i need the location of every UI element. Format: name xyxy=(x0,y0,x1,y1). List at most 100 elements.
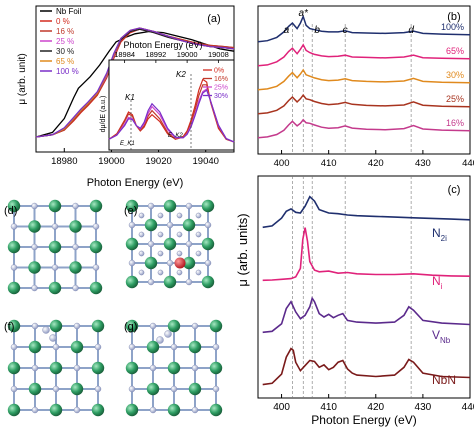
n-atom xyxy=(31,284,38,292)
panel-c-xticks: 400 410 420 430 440 xyxy=(273,394,474,413)
nb-atom xyxy=(125,403,139,417)
n-atom xyxy=(149,322,157,330)
nb-atom xyxy=(49,403,63,417)
c-xtick-label-3: 430 xyxy=(415,402,432,413)
n-atom-inner xyxy=(157,231,164,238)
n-atom xyxy=(170,343,178,351)
interstitial-n-atom xyxy=(164,330,172,338)
n-atom xyxy=(170,385,178,393)
n-atom xyxy=(10,343,18,351)
nb-atom xyxy=(28,220,41,233)
n-atom-inner xyxy=(195,212,202,219)
b-xtick-label-3: 430 xyxy=(415,158,431,169)
n-atom xyxy=(10,264,18,271)
n-atom-inner xyxy=(176,269,183,276)
nb-atom xyxy=(146,382,160,396)
n-atom xyxy=(128,259,136,267)
n-atom xyxy=(31,364,39,372)
nb-atom xyxy=(7,403,21,417)
n-atom xyxy=(51,264,59,271)
nb-atom xyxy=(70,382,84,396)
nb-atom xyxy=(188,340,202,354)
n-atom xyxy=(51,223,59,230)
c-series-label-2: VNb xyxy=(432,328,451,345)
b-series-1 xyxy=(257,43,471,67)
nb-atom xyxy=(182,218,196,232)
b-series-2 xyxy=(257,68,471,91)
nb-atom xyxy=(89,240,103,254)
a-legend-label-6: 100 % xyxy=(56,67,79,76)
n-atom xyxy=(52,385,60,393)
inset-series-3 xyxy=(108,89,235,143)
c-xtick-label-0: 400 xyxy=(273,402,290,413)
a-series-0 xyxy=(35,30,235,138)
panel-b-series-labels: 100% 65% 30% 25% 16% xyxy=(441,22,464,128)
n-atom xyxy=(72,284,79,292)
n-atom xyxy=(147,240,155,248)
b-xtick-label-4: 440 xyxy=(462,158,474,169)
panel-a-xticks: 18980 19000 19020 19040 xyxy=(51,148,219,167)
n-atom xyxy=(147,202,155,210)
nb-atom xyxy=(7,240,21,254)
nb-atom xyxy=(28,382,42,396)
panel-b-peak-labels: a a* b c d xyxy=(284,8,415,36)
inset-annot-ek2: E_K2 xyxy=(168,133,183,139)
panel-a: 18980 19000 19020 19040 (a) Photon Energy (… xyxy=(17,5,235,189)
b-series-label-3: 25% xyxy=(446,94,464,104)
n-atom-inner xyxy=(138,269,145,276)
a-xtick-label-0: 18980 xyxy=(51,156,77,167)
n-atom-inner xyxy=(157,250,164,257)
n-atom xyxy=(128,221,136,229)
inset-curves xyxy=(108,78,235,143)
panel-a-xlabel: Photon Energy (eV) xyxy=(87,177,184,189)
n-atom xyxy=(73,364,81,372)
n-atom-inner xyxy=(138,250,145,257)
c-series-label-1: Ni xyxy=(432,274,443,291)
nb-atom xyxy=(125,361,139,375)
c-xtick-label-2: 420 xyxy=(367,402,384,413)
nb-atom xyxy=(91,403,105,417)
n-atom xyxy=(191,322,199,330)
inset-xtick-label-0: 18984 xyxy=(114,50,135,59)
inset-xtick-label-3: 19008 xyxy=(208,50,229,59)
panel-c-series-labels: N2i Ni VNb NbN xyxy=(432,226,456,387)
nb-atom xyxy=(7,281,21,295)
inset-legend-label-0: 0% xyxy=(214,68,224,75)
nb-atom xyxy=(167,361,181,375)
n-atom xyxy=(10,223,18,230)
a-xtick-label-1: 19000 xyxy=(98,156,124,167)
c-xtick-label-4: 440 xyxy=(462,402,474,413)
b-series-label-1: 65% xyxy=(446,46,464,56)
n-atom xyxy=(147,278,155,286)
nb-atom xyxy=(28,261,41,274)
n-atom xyxy=(94,385,102,393)
nb-atom xyxy=(28,340,42,354)
inset-annot-ek1: E_K1 xyxy=(120,141,135,147)
b-xtick-label-2: 420 xyxy=(368,158,384,169)
nb-atom xyxy=(89,199,103,213)
n-atom-inner xyxy=(157,212,164,219)
nb-atom xyxy=(182,256,196,270)
c-series-sublabel-0: 2i xyxy=(441,234,447,243)
structure-label-d: (d) xyxy=(4,205,17,217)
nb-atom xyxy=(7,199,21,213)
n-atom xyxy=(10,385,18,393)
n-atom xyxy=(31,202,38,210)
nb-atom xyxy=(167,319,181,333)
n-atom-inner xyxy=(176,250,183,257)
panel-a-curves xyxy=(35,27,235,138)
nb-atom xyxy=(49,319,63,333)
nb-atom xyxy=(89,281,103,295)
n-atom xyxy=(128,385,136,393)
b-series-0 xyxy=(257,14,471,43)
nb-atom xyxy=(91,319,105,333)
inset-xtick-label-1: 18992 xyxy=(145,50,166,59)
n-atom-inner xyxy=(138,231,145,238)
n-atom xyxy=(31,322,39,330)
nb-atom xyxy=(209,403,223,417)
nb-atom xyxy=(69,261,82,274)
n-atom xyxy=(128,343,136,351)
c-series-sublabel-2: Nb xyxy=(440,336,451,345)
n-atom xyxy=(185,278,193,286)
